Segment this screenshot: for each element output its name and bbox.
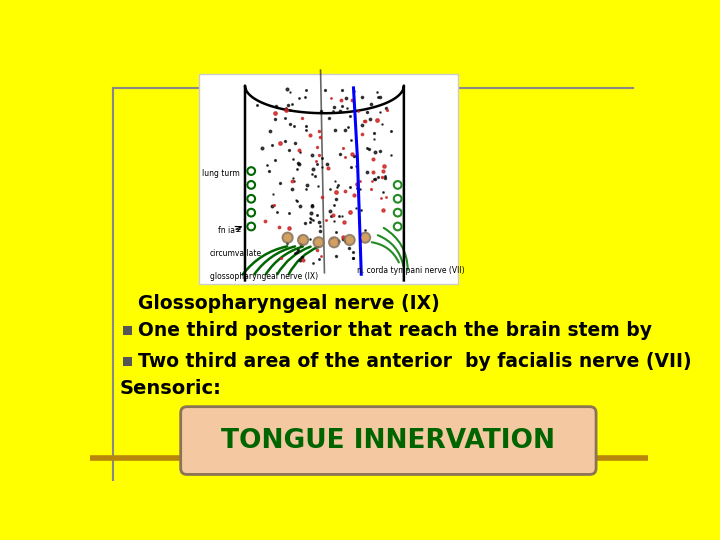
Bar: [122, 356, 132, 366]
Text: Glossopharyngeal nerve (IX): Glossopharyngeal nerve (IX): [138, 294, 440, 313]
Text: glossopharyngeal nerve (IX): glossopharyngeal nerve (IX): [210, 272, 318, 281]
Circle shape: [282, 232, 293, 243]
Bar: [122, 326, 132, 335]
Circle shape: [360, 232, 371, 243]
Text: Sensoric:: Sensoric:: [120, 379, 221, 397]
Circle shape: [362, 234, 368, 241]
Text: TONGUE INNERVATION: TONGUE INNERVATION: [221, 428, 555, 454]
Circle shape: [300, 237, 306, 243]
Text: One third posterior that reach the brain stem by: One third posterior that reach the brain…: [138, 321, 652, 340]
Text: lung turm: lung turm: [202, 170, 240, 178]
Text: Two third area of the anterior  by facialis nerve (VII): Two third area of the anterior by facial…: [138, 352, 692, 371]
Circle shape: [346, 237, 353, 243]
Circle shape: [344, 234, 355, 245]
Text: circumvallate: circumvallate: [210, 249, 262, 258]
Circle shape: [297, 234, 309, 245]
Circle shape: [331, 239, 337, 245]
Circle shape: [313, 237, 324, 248]
Bar: [199, 74, 458, 284]
Circle shape: [329, 237, 340, 248]
Circle shape: [315, 239, 322, 245]
FancyBboxPatch shape: [181, 407, 596, 475]
Text: n. corda tympani nerve (VII): n. corda tympani nerve (VII): [357, 266, 465, 275]
Text: fn ia=: fn ia=: [218, 226, 241, 235]
Circle shape: [284, 234, 291, 241]
